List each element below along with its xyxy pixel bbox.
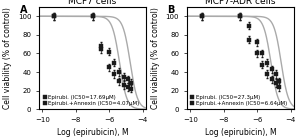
Epirubi. (IC50=27.3μM): [255, 41, 259, 43]
Epirubi.+Annexin (IC50=4.07μM): [107, 66, 111, 68]
Epirubi. (IC50=17.69μM): [126, 79, 130, 80]
Title: MCF7 cells: MCF7 cells: [68, 0, 117, 6]
Epirubi.+Annexin (IC50=4.07μM): [129, 88, 133, 90]
Text: A: A: [20, 5, 27, 15]
Epirubi.+Annexin (IC50=6.64μM): [200, 15, 204, 17]
Epirubi.+Annexin (IC50=4.07μM): [123, 84, 126, 86]
Epirubi.+Annexin (IC50=4.07μM): [112, 73, 116, 75]
Epirubi. (IC50=17.69μM): [91, 15, 94, 17]
Epirubi. (IC50=27.3μM): [277, 80, 281, 82]
Line: Epirubi. (IC50=17.69μM): Epirubi. (IC50=17.69μM): [52, 14, 134, 86]
Epirubi. (IC50=27.3μM): [247, 25, 250, 26]
Epirubi. (IC50=17.69μM): [112, 62, 116, 64]
Epirubi. (IC50=27.3μM): [270, 68, 274, 70]
Y-axis label: Cell viability (% of control): Cell viability (% of control): [3, 7, 12, 109]
Epirubi. (IC50=27.3μM): [274, 73, 278, 75]
Epirubi.+Annexin (IC50=4.07μM): [126, 86, 130, 88]
Epirubi. (IC50=17.69μM): [129, 82, 133, 84]
Line: Epirubi. (IC50=27.3μM): Epirubi. (IC50=27.3μM): [200, 14, 281, 84]
Epirubi. (IC50=17.69μM): [123, 76, 126, 78]
Epirubi.+Annexin (IC50=4.07μM): [91, 15, 94, 17]
Y-axis label: Cell viability (% of control): Cell viability (% of control): [151, 7, 160, 109]
Line: Epirubi.+Annexin (IC50=4.07μM): Epirubi.+Annexin (IC50=4.07μM): [52, 14, 134, 91]
Legend: Epirubi. (IC50=17.69μM), Epirubi.+Annexin (IC50=4.07μM): Epirubi. (IC50=17.69μM), Epirubi.+Annexi…: [42, 94, 140, 106]
Epirubi. (IC50=27.3μM): [260, 53, 264, 54]
Epirubi. (IC50=17.69μM): [107, 51, 111, 52]
Legend: Epirubi. (IC50=27.3μM), Epirubi.+Annexin (IC50=6.64μM): Epirubi. (IC50=27.3μM), Epirubi.+Annexin…: [190, 94, 288, 106]
X-axis label: Log (epirubicin), M: Log (epirubicin), M: [205, 128, 276, 137]
Line: Epirubi.+Annexin (IC50=6.64μM): Epirubi.+Annexin (IC50=6.64μM): [200, 14, 281, 89]
Epirubi.+Annexin (IC50=4.07μM): [118, 80, 121, 82]
Epirubi.+Annexin (IC50=6.64μM): [266, 73, 269, 75]
Title: MCF7-ADR cells: MCF7-ADR cells: [205, 0, 276, 6]
Epirubi.+Annexin (IC50=4.07μM): [52, 15, 56, 17]
Epirubi.+Annexin (IC50=6.64μM): [238, 15, 242, 17]
Epirubi. (IC50=17.69μM): [118, 71, 121, 73]
Text: B: B: [168, 5, 175, 15]
Epirubi.+Annexin (IC50=4.07μM): [99, 48, 103, 50]
Epirubi.+Annexin (IC50=6.64μM): [270, 79, 274, 80]
Epirubi. (IC50=17.69μM): [52, 15, 56, 17]
Epirubi. (IC50=27.3μM): [200, 15, 204, 17]
Epirubi.+Annexin (IC50=6.64μM): [255, 53, 259, 54]
Epirubi.+Annexin (IC50=6.64μM): [277, 86, 281, 88]
Epirubi. (IC50=27.3μM): [266, 62, 269, 64]
Epirubi.+Annexin (IC50=6.64μM): [247, 39, 250, 40]
Epirubi. (IC50=17.69μM): [99, 45, 103, 47]
Epirubi. (IC50=27.3μM): [238, 15, 242, 17]
Epirubi.+Annexin (IC50=6.64μM): [260, 64, 264, 65]
X-axis label: Log (epirubicin), M: Log (epirubicin), M: [57, 128, 128, 137]
Epirubi.+Annexin (IC50=6.64μM): [274, 82, 278, 84]
